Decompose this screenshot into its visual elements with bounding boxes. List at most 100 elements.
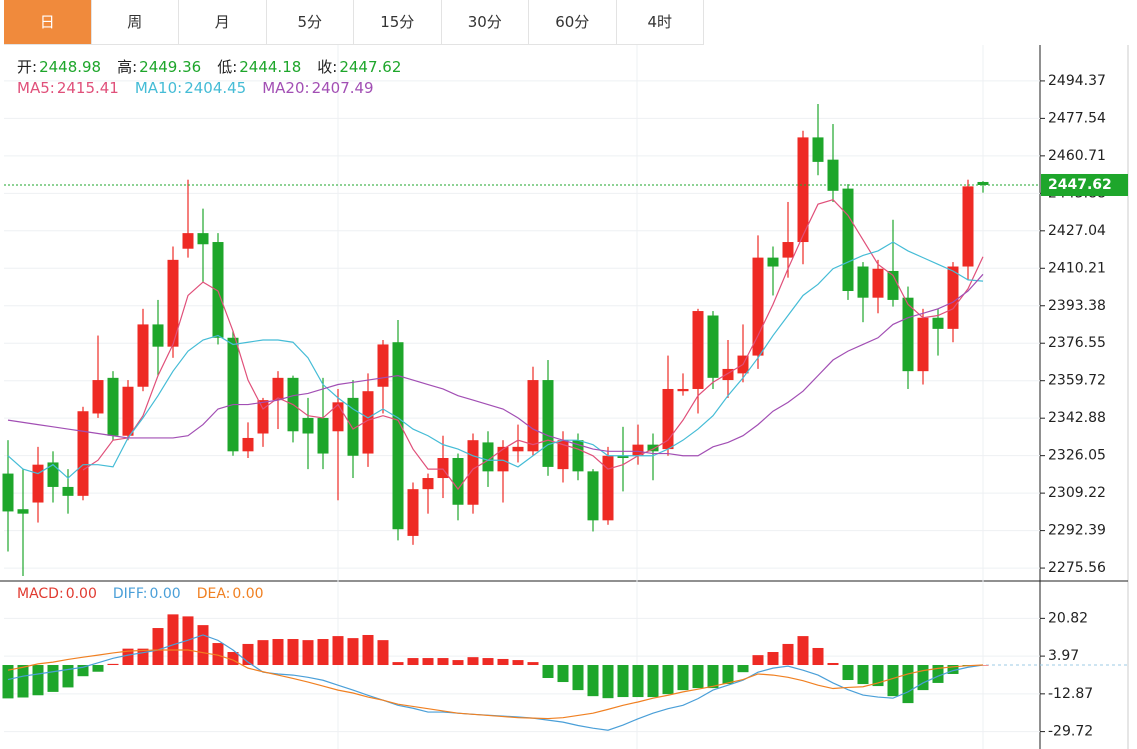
macd-bar xyxy=(302,640,314,666)
candle-body xyxy=(452,457,464,505)
candle-body xyxy=(527,380,539,452)
y-tick-label: 2292.39 xyxy=(1048,523,1106,539)
candle-body xyxy=(707,315,719,378)
period-tabs: 日周月 5分 15分 30分 60分 4时 xyxy=(4,0,704,45)
candle-body xyxy=(722,368,734,381)
y-tick-label: 2427.04 xyxy=(1048,223,1106,239)
ma-line xyxy=(7,273,984,457)
ma-legend: MA5: 2415.41 MA10: 2404.45 MA20: 2407.49 xyxy=(17,79,376,97)
legend-value: 2407.49 xyxy=(311,79,374,97)
y-tick-label: 2410.21 xyxy=(1048,260,1106,276)
period-tab[interactable]: 4时 xyxy=(617,0,704,44)
y-tick-label: 2460.71 xyxy=(1048,148,1106,164)
macd-bar xyxy=(812,647,824,666)
period-tab[interactable]: 周 xyxy=(92,0,179,44)
y-tick-label: 2326.05 xyxy=(1048,448,1106,464)
last-price-box xyxy=(1041,173,1128,196)
macd-bar xyxy=(452,660,464,666)
candle-body xyxy=(77,411,89,496)
macd-bar xyxy=(17,665,29,698)
y-tick-label: 2393.38 xyxy=(1048,298,1106,314)
macd-bar xyxy=(752,655,764,666)
macd-line xyxy=(7,649,984,720)
macd-bar xyxy=(467,657,479,666)
period-tab[interactable]: 日 xyxy=(4,0,92,44)
macd-bar xyxy=(47,665,59,692)
ohlc-label: 低: xyxy=(217,58,238,76)
y-tick-label: 2359.72 xyxy=(1048,373,1106,389)
candle-body xyxy=(47,462,59,487)
period-tab[interactable]: 月 xyxy=(179,0,267,44)
macd-bar xyxy=(647,665,659,698)
macd-bar xyxy=(512,660,524,666)
candle-body xyxy=(482,442,494,472)
candle-body xyxy=(617,455,629,458)
candle-body xyxy=(647,444,659,452)
candle-body xyxy=(32,464,44,503)
candle-body xyxy=(542,380,554,467)
macd-bar xyxy=(587,665,599,697)
macd-bar xyxy=(137,648,149,666)
candle-body xyxy=(797,137,809,243)
macd-bar xyxy=(737,665,749,673)
macd-bar xyxy=(77,665,89,677)
legend-name: DEA: xyxy=(196,586,231,602)
macd-bar xyxy=(947,665,959,674)
macd-bar xyxy=(827,662,839,666)
macd-bar xyxy=(842,665,854,681)
y-tick-label: 2376.55 xyxy=(1048,335,1106,351)
candle-body xyxy=(152,324,164,347)
candle-body xyxy=(782,242,794,258)
period-tab[interactable]: 15分 xyxy=(354,0,442,44)
candle-body xyxy=(662,388,674,450)
candle-body xyxy=(947,266,959,329)
legend-name: MA5: xyxy=(17,79,55,97)
candle-body xyxy=(317,417,329,454)
macd-bar xyxy=(332,636,344,666)
macd-bar xyxy=(62,665,74,688)
candle-body xyxy=(332,402,344,432)
macd-bar xyxy=(857,665,869,685)
macd-bar xyxy=(692,665,704,689)
macd-bar xyxy=(632,665,644,698)
ohlc-label: 收: xyxy=(317,58,338,76)
candle-body xyxy=(692,311,704,389)
period-tab[interactable]: 60分 xyxy=(529,0,617,44)
candle-body xyxy=(812,137,824,162)
candle-body xyxy=(407,489,419,536)
candle-body xyxy=(977,181,989,185)
last-price-label: 2447.62 xyxy=(1048,177,1112,193)
period-tab[interactable]: 30分 xyxy=(442,0,529,44)
macd-bar xyxy=(482,658,494,666)
ohlc-label: 高: xyxy=(117,58,138,76)
y-tick-label: -29.72 xyxy=(1048,724,1093,740)
candle-body xyxy=(422,478,434,490)
ohlc-value: 2447.62 xyxy=(339,58,402,76)
macd-bar xyxy=(557,665,569,683)
candle-body xyxy=(272,377,284,401)
y-tick-label: 2477.54 xyxy=(1048,110,1106,126)
macd-bar xyxy=(347,638,359,666)
candle-body xyxy=(767,257,779,267)
macd-bar xyxy=(527,662,539,666)
candle-body xyxy=(512,446,524,452)
legend-name: MA10: xyxy=(134,79,183,97)
legend-value: 0.00 xyxy=(65,586,97,602)
candle-body xyxy=(362,391,374,454)
macd-bar xyxy=(707,665,719,689)
candle-body xyxy=(677,388,689,392)
candle-body xyxy=(122,386,134,436)
macd-bar xyxy=(2,665,14,699)
macd-bar xyxy=(767,652,779,666)
candle-body xyxy=(752,257,764,356)
candle-body xyxy=(632,444,644,456)
ma-line xyxy=(7,241,984,479)
macd-bar xyxy=(152,628,164,666)
y-tick-label: 2309.22 xyxy=(1048,485,1106,501)
legend-value: 0.00 xyxy=(232,586,264,602)
ohlc-value: 2448.98 xyxy=(39,58,102,76)
macd-bar xyxy=(902,665,914,704)
candle-body xyxy=(302,417,314,434)
period-tab[interactable]: 5分 xyxy=(267,0,354,44)
